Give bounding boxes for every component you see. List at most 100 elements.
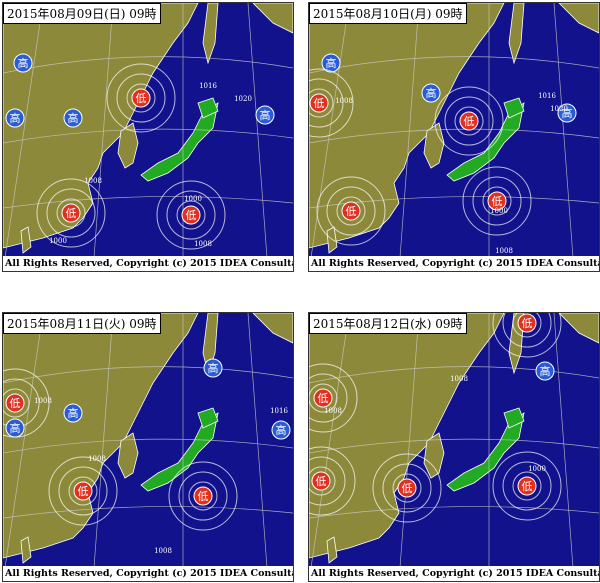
copyright: All Rights Reserved, Copyright (c) 2015 … bbox=[3, 566, 293, 581]
high-marker bbox=[321, 53, 341, 73]
isobar bbox=[392, 473, 422, 503]
high-marker bbox=[63, 108, 83, 128]
high-marker bbox=[203, 358, 223, 378]
low-marker bbox=[397, 478, 417, 498]
low-marker bbox=[311, 471, 331, 491]
copyright: All Rights Reserved, Copyright (c) 2015 … bbox=[3, 256, 293, 271]
map-panel: 低高低低低低 1008 1000 1008 2015年08月12日(水) 09時 All … bbox=[308, 312, 600, 582]
pressure-system: 高 bbox=[18, 56, 29, 70]
pressure-system: 低 bbox=[492, 195, 503, 208]
pressure-system: 低 bbox=[346, 205, 357, 218]
isobar bbox=[68, 476, 98, 506]
isobar bbox=[309, 383, 338, 413]
copyright: All Rights Reserved, Copyright (c) 2015 … bbox=[309, 566, 599, 581]
pressure-system: 高 bbox=[540, 364, 551, 378]
isobar-label: 1008 bbox=[335, 97, 353, 105]
isobar bbox=[56, 198, 86, 228]
low-marker bbox=[487, 191, 507, 211]
timestamp: 2015年08月12日(水) 09時 bbox=[309, 313, 467, 334]
isobar bbox=[309, 78, 344, 128]
isobar bbox=[309, 456, 346, 506]
isobar bbox=[502, 313, 552, 348]
isobar-label: 1008 bbox=[84, 177, 102, 185]
isobar-label: 1016 bbox=[270, 407, 288, 415]
isobar bbox=[126, 83, 156, 113]
timestamp: 2015年08月11日(火) 09時 bbox=[3, 313, 161, 334]
isobar bbox=[309, 363, 358, 433]
land bbox=[309, 3, 599, 271]
isobar bbox=[309, 68, 354, 138]
isobar bbox=[156, 180, 226, 250]
isobar-label: 1008 bbox=[495, 247, 513, 255]
pressure-system: 低 bbox=[198, 490, 209, 503]
isobar-label: 1020 bbox=[234, 95, 252, 103]
isobar bbox=[382, 463, 432, 513]
isobar bbox=[444, 96, 494, 146]
isobar-label: 1008 bbox=[450, 375, 468, 383]
low-marker bbox=[131, 88, 151, 108]
isobar bbox=[336, 196, 366, 226]
isobar-label: 1008 bbox=[324, 407, 342, 415]
low-marker bbox=[5, 393, 25, 413]
isobar bbox=[472, 176, 522, 226]
isobar-label: 1008 bbox=[88, 455, 106, 463]
pressure-system: 低 bbox=[136, 92, 147, 105]
low-marker bbox=[181, 205, 201, 225]
high-marker bbox=[535, 361, 555, 381]
pressure-system: 高 bbox=[10, 111, 21, 125]
pressure-system: 低 bbox=[78, 485, 89, 498]
pressure-system: 高 bbox=[276, 423, 287, 437]
low-marker bbox=[309, 93, 329, 113]
isobar bbox=[309, 466, 336, 496]
isobar bbox=[188, 481, 218, 511]
isobar-label: 1016 bbox=[199, 82, 217, 90]
pressure-system: 高 bbox=[562, 106, 573, 120]
isobar bbox=[326, 186, 376, 236]
copyright: All Rights Reserved, Copyright (c) 2015 … bbox=[309, 256, 599, 271]
isobar bbox=[482, 186, 512, 216]
isobar-label: 1008 bbox=[34, 397, 52, 405]
pressure-system: 高 bbox=[10, 421, 21, 435]
isobar bbox=[176, 200, 206, 230]
isobar-label: 1000 bbox=[49, 237, 67, 245]
high-marker bbox=[421, 83, 441, 103]
pressure-system: 高 bbox=[260, 108, 271, 122]
isobar bbox=[309, 373, 348, 423]
isobar bbox=[178, 471, 228, 521]
high-marker bbox=[5, 108, 25, 128]
high-marker bbox=[271, 420, 291, 440]
pressure-system: 低 bbox=[316, 475, 327, 488]
isobar bbox=[106, 63, 176, 133]
low-marker bbox=[517, 313, 537, 333]
isobar bbox=[46, 188, 96, 238]
isobar bbox=[502, 461, 552, 511]
isobar bbox=[116, 73, 166, 123]
isobar bbox=[462, 166, 532, 236]
isobar bbox=[58, 466, 108, 516]
land bbox=[3, 313, 293, 581]
pressure-system: 低 bbox=[186, 209, 197, 222]
pressure-system: 低 bbox=[402, 482, 413, 495]
pressure-system: 低 bbox=[464, 115, 475, 128]
isobar bbox=[168, 461, 238, 531]
pressure-system: 高 bbox=[208, 361, 219, 375]
land bbox=[3, 3, 293, 271]
low-marker bbox=[341, 201, 361, 221]
low-marker bbox=[193, 486, 213, 506]
isobar-label: 1000 bbox=[528, 465, 546, 473]
pressure-system: 低 bbox=[522, 480, 533, 493]
high-marker bbox=[63, 403, 83, 423]
isobar-label: 1008 bbox=[194, 240, 212, 248]
isobar-label: 1016 bbox=[538, 92, 556, 100]
isobar bbox=[512, 313, 542, 338]
high-marker bbox=[557, 103, 577, 123]
low-marker bbox=[73, 481, 93, 501]
timestamp: 2015年08月10日(月) 09時 bbox=[309, 3, 467, 24]
high-marker bbox=[255, 105, 275, 125]
high-marker bbox=[5, 418, 25, 438]
isobar bbox=[309, 88, 334, 118]
pressure-system: 高 bbox=[326, 56, 337, 70]
